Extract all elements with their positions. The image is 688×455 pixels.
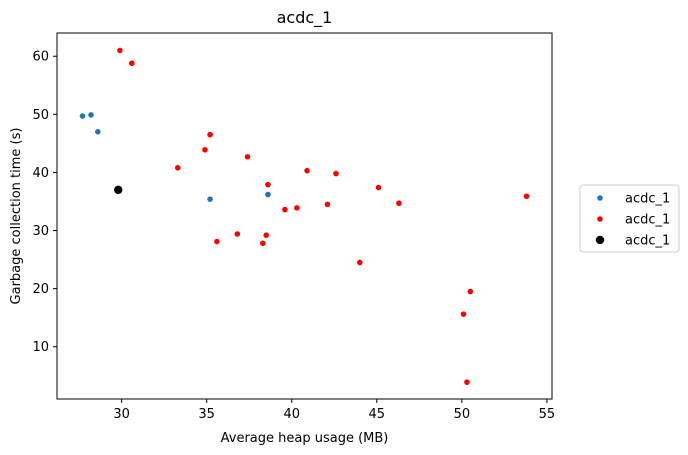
x-axis: 30 35 40 45 50 55 [113, 399, 555, 422]
x-axis-label: Average heap usage (MB) [221, 431, 389, 446]
data-point-series-1 [207, 196, 213, 202]
data-point-series-1 [265, 191, 271, 198]
x-tick-label: 40 [283, 407, 300, 422]
data-point-series-2 [333, 170, 339, 177]
data-point-series-1 [88, 112, 94, 118]
x-tick-label: 35 [198, 407, 215, 422]
data-point-series-2 [294, 205, 300, 211]
data-point-series-2 [234, 231, 241, 237]
data-point-series-2 [523, 193, 530, 200]
y-tick-label: 40 [32, 166, 49, 181]
x-tick-label: 50 [454, 407, 471, 422]
legend-marker [597, 195, 603, 201]
y-tick-label: 10 [32, 340, 49, 355]
data-point-series-1 [79, 113, 86, 119]
x-tick-label: 45 [369, 407, 386, 422]
data-point-series-1 [95, 128, 101, 135]
data-point-series-2 [460, 311, 467, 317]
data-point-series-2 [117, 47, 123, 54]
legend-marker [597, 216, 603, 222]
data-point-series-2 [396, 200, 402, 207]
x-tick-label: 30 [113, 407, 130, 422]
data-point-series-2 [174, 164, 181, 171]
data-point-series-2 [282, 206, 288, 213]
legend-label: acdc_1 [625, 213, 670, 228]
plot-frame [56, 32, 553, 400]
data-point-series-2 [207, 131, 213, 138]
plot-area [79, 47, 530, 385]
legend-frame [579, 184, 680, 253]
legend: acdc_1 acdc_1 acdc_1 [579, 184, 680, 253]
data-point-series-2 [263, 232, 270, 238]
data-point-series-2 [214, 238, 220, 245]
y-tick-label: 50 [32, 108, 49, 123]
y-axis: 10 20 30 40 50 60 [32, 50, 57, 355]
data-point-series-2 [464, 379, 470, 385]
y-tick-label: 60 [32, 50, 49, 65]
legend-label: acdc_1 [625, 192, 670, 207]
data-point-series-2 [260, 240, 266, 247]
data-point-series-2 [356, 259, 363, 266]
chart-title: acdc_1 [277, 8, 333, 28]
y-axis-label: Garbage collection time (s) [9, 128, 24, 305]
data-point-series-2 [375, 184, 382, 191]
legend-label: acdc_1 [625, 234, 670, 249]
y-tick-label: 20 [32, 282, 49, 297]
x-tick-label: 55 [539, 407, 556, 422]
data-point-series-2 [304, 167, 310, 174]
y-tick-label: 30 [32, 224, 49, 239]
data-point-series-3 [114, 185, 123, 195]
data-point-series-2 [202, 146, 208, 153]
legend-marker [595, 235, 605, 245]
data-point-series-2 [265, 181, 271, 188]
data-point-series-2 [324, 201, 331, 208]
data-point-series-2 [244, 153, 251, 160]
data-point-series-2 [467, 288, 474, 295]
data-point-series-2 [129, 60, 135, 67]
